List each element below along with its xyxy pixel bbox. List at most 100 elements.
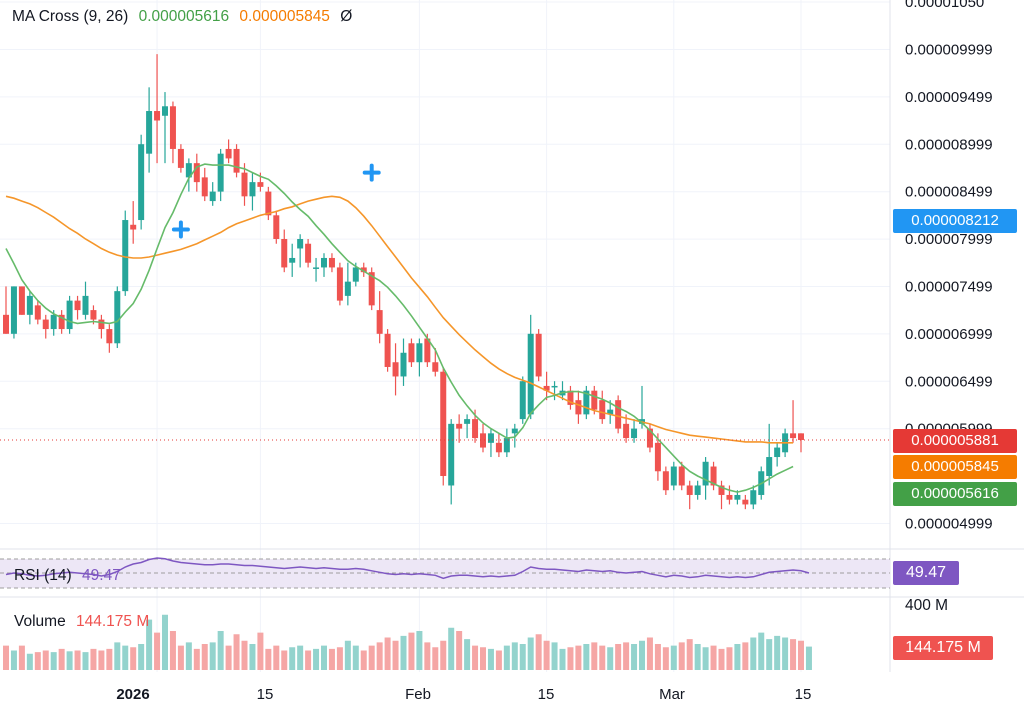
- price-tick-label: 0.000006999: [905, 326, 993, 343]
- candle-body: [106, 329, 113, 344]
- volume-legend-title: Volume: [14, 613, 66, 630]
- candle-body: [591, 390, 598, 410]
- volume-bar: [766, 639, 773, 670]
- candle-body: [273, 215, 280, 239]
- volume-bar: [583, 644, 590, 670]
- volume-bar: [360, 650, 367, 670]
- candle-body: [726, 494, 733, 500]
- volume-bar: [74, 650, 81, 670]
- volume-bar: [416, 631, 423, 670]
- volume-bar: [662, 647, 669, 670]
- volume-bar: [790, 639, 797, 670]
- volume-bar: [225, 645, 232, 670]
- candle-body: [392, 362, 399, 377]
- volume-bar: [646, 637, 653, 670]
- price-tick-label: 0.000009999: [905, 41, 993, 58]
- candle-body: [678, 466, 685, 486]
- candle-body: [464, 419, 471, 424]
- volume-bar: [798, 640, 804, 670]
- volume-bar: [305, 650, 312, 670]
- time-axis[interactable]: 2026 15 Feb 15 Mar 15: [116, 686, 811, 703]
- candle-body: [646, 428, 653, 448]
- volume-bar: [710, 645, 717, 670]
- volume-bar: [58, 648, 65, 670]
- volume-bar: [154, 632, 161, 670]
- candle-body: [766, 457, 773, 476]
- candle-body: [416, 343, 423, 363]
- volume-bar: [575, 645, 582, 670]
- volume-bar: [297, 645, 304, 670]
- volume-bar: [495, 650, 502, 670]
- rsi-legend[interactable]: RSI (14) 49.47: [14, 567, 127, 585]
- volume-bar: [10, 650, 17, 670]
- candle-body: [352, 267, 359, 282]
- volume-series: [3, 614, 812, 670]
- volume-bar: [90, 648, 97, 670]
- volume-bar: [543, 640, 550, 670]
- volume-bar: [742, 642, 749, 670]
- rsi-legend-title: RSI (14): [14, 567, 72, 584]
- ma-legend-title: MA Cross (9, 26): [12, 8, 129, 25]
- candle-body: [90, 310, 97, 320]
- volume-bar: [26, 653, 33, 670]
- candle-body: [631, 428, 638, 439]
- candle-body: [122, 220, 129, 292]
- candle-body: [328, 257, 335, 268]
- candle-body: [408, 343, 415, 363]
- candle-body: [185, 163, 192, 178]
- candle-body: [321, 257, 327, 268]
- ma-fast-legend-value: 0.000005616: [138, 8, 230, 25]
- moving-average-lines: [5, 163, 794, 493]
- candle-body: [336, 267, 343, 301]
- volume-bar: [456, 631, 463, 670]
- volume-axis-top-label: 400 M: [905, 597, 949, 614]
- candle-body: [694, 485, 701, 495]
- volume-bar: [805, 646, 812, 670]
- volume-bar: [774, 635, 781, 670]
- candle-body: [384, 333, 391, 367]
- volume-bar: [702, 647, 709, 670]
- volume-bar: [392, 640, 399, 670]
- ma-legend[interactable]: MA Cross (9, 26) 0.000005616 0.000005845…: [12, 8, 358, 26]
- candle-body: [686, 485, 693, 495]
- volume-bar: [758, 632, 765, 670]
- volume-bar: [241, 640, 248, 670]
- volume-bar: [511, 642, 518, 670]
- candle-body: [654, 442, 661, 472]
- ma-legend-extra: Ø: [340, 8, 353, 25]
- candle-body: [718, 485, 725, 495]
- price-tick-label: 0.00001050: [905, 0, 984, 11]
- volume-bar: [249, 644, 256, 670]
- time-tick-label: Mar: [659, 686, 685, 703]
- rsi-legend-value: 49.47: [82, 567, 121, 584]
- candle-body: [503, 438, 510, 453]
- candle-body: [456, 423, 463, 429]
- candle-body: [130, 224, 137, 230]
- ma-slow-line: [5, 195, 794, 444]
- volume-bar: [281, 650, 288, 670]
- candle-body: [511, 428, 518, 434]
- candle-body: [774, 447, 781, 458]
- volume-bar: [631, 644, 638, 670]
- price-tick-label: 0.000007499: [905, 278, 993, 295]
- volume-legend[interactable]: Volume 144.175 M: [14, 613, 155, 631]
- candle-body: [193, 163, 200, 183]
- candle-body: [734, 494, 741, 500]
- volume-bar: [487, 648, 494, 670]
- volume-bar: [106, 648, 113, 670]
- candle-body: [480, 433, 486, 448]
- candle-body: [742, 499, 749, 505]
- volume-bar: [551, 642, 558, 670]
- price-axis[interactable]: 0.00001050 0.000009999 0.000009499 0.000008…: [905, 0, 993, 532]
- candle-body: [495, 442, 502, 453]
- time-tick-label: 15: [795, 686, 812, 703]
- candle-body: [162, 106, 168, 116]
- price-tick-label: 0.000007999: [905, 231, 993, 248]
- candle-body: [138, 144, 145, 221]
- volume-bar: [209, 642, 216, 670]
- volume-bar: [559, 648, 566, 670]
- candle-body: [98, 319, 105, 330]
- volume-bar: [424, 642, 431, 670]
- volume-bar: [567, 647, 574, 670]
